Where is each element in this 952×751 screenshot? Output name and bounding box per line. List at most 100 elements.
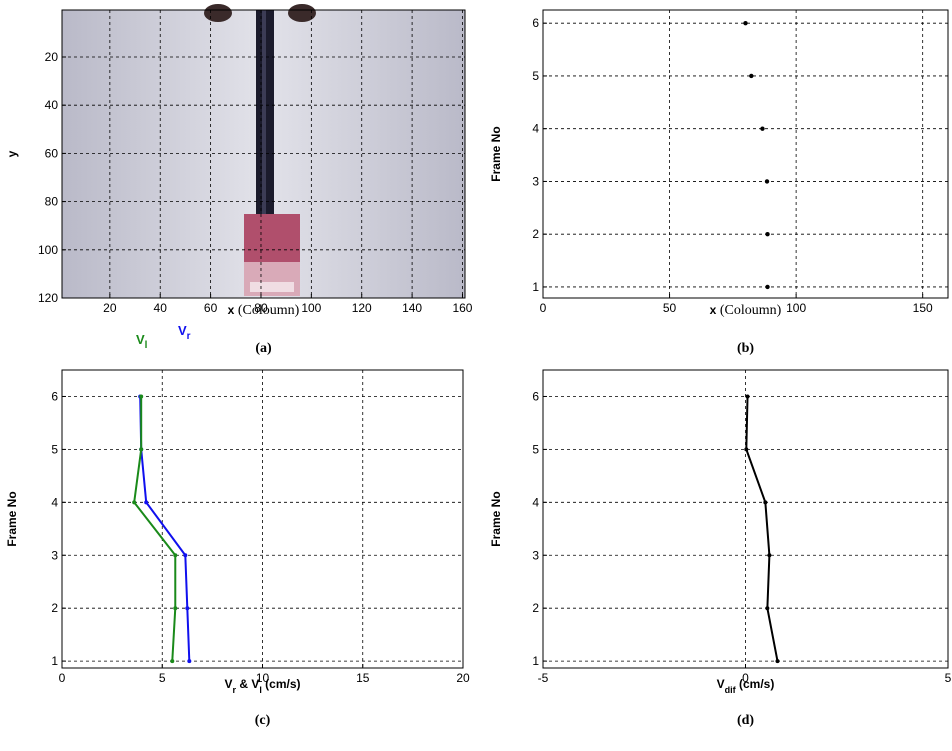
point bbox=[765, 284, 770, 290]
x-axis-label-part: (Coloumn) bbox=[716, 303, 781, 318]
marker bbox=[745, 394, 750, 399]
x-axis-label: x (Coloumn) bbox=[710, 303, 782, 318]
x-axis-label-part: V bbox=[717, 677, 725, 691]
x-tick-label: 5 bbox=[945, 671, 952, 685]
x-tick-label: 0 bbox=[540, 301, 547, 315]
x-tick-label: 160 bbox=[452, 301, 472, 315]
x-axis-label-part: r bbox=[232, 685, 236, 695]
y-tick-label: 1 bbox=[532, 654, 539, 668]
x-tick-label: 80 bbox=[254, 301, 268, 315]
y-tick-label: 5 bbox=[532, 69, 539, 83]
annotation: Vr bbox=[178, 323, 191, 342]
x-axis-label-part: (Coloumn) bbox=[234, 303, 299, 318]
annotation-sub: l bbox=[145, 340, 148, 351]
x-axis-label-part: (cm/s) bbox=[736, 677, 775, 691]
x-tick-label: 100 bbox=[786, 301, 806, 315]
x-tick-label: 10 bbox=[256, 671, 270, 685]
annotation-sub: r bbox=[187, 331, 191, 342]
y-tick-label: 4 bbox=[532, 495, 539, 509]
y-tick-label: 20 bbox=[45, 50, 59, 64]
y-tick-label: 40 bbox=[45, 98, 59, 112]
x-axis-label: Vr & Vl (cm/s) bbox=[224, 677, 300, 695]
y-tick-label: 120 bbox=[38, 291, 58, 305]
marker bbox=[132, 500, 137, 505]
plot-area bbox=[543, 10, 948, 298]
x-tick-label: 15 bbox=[356, 671, 370, 685]
y-tick-label: 3 bbox=[532, 174, 539, 188]
marker bbox=[187, 659, 192, 664]
y-axis-label: y bbox=[5, 150, 19, 157]
y-tick-label: 5 bbox=[51, 442, 58, 456]
y-axis-label: Frame No bbox=[489, 491, 503, 546]
y-tick-label: 1 bbox=[532, 280, 539, 294]
panel-caption: (c) bbox=[255, 713, 271, 728]
y-tick-label: 2 bbox=[51, 601, 58, 615]
point bbox=[743, 20, 748, 26]
marker bbox=[767, 553, 772, 558]
y-tick-label: 1 bbox=[51, 654, 58, 668]
marker bbox=[775, 659, 780, 664]
y-tick-label: 2 bbox=[532, 601, 539, 615]
marker bbox=[139, 447, 144, 452]
axes-frame bbox=[542, 369, 949, 669]
panel-caption: (d) bbox=[737, 713, 754, 728]
axes-frame bbox=[61, 9, 466, 299]
x-tick-label: 50 bbox=[663, 301, 677, 315]
y-axis-label: Frame No bbox=[489, 126, 503, 181]
x-tick-label: 0 bbox=[742, 671, 749, 685]
marker bbox=[185, 606, 190, 611]
marker bbox=[173, 606, 178, 611]
x-tick-label: -5 bbox=[538, 671, 549, 685]
x-tick-label: 140 bbox=[402, 301, 422, 315]
point bbox=[765, 231, 770, 237]
marker bbox=[765, 606, 770, 611]
axes-frame bbox=[542, 9, 949, 299]
marker bbox=[183, 553, 188, 558]
panel-caption: (a) bbox=[255, 341, 272, 356]
x-axis-label-part: V bbox=[224, 677, 232, 691]
axes-frame bbox=[61, 369, 464, 669]
x-tick-label: 40 bbox=[154, 301, 168, 315]
annotation: Vl bbox=[136, 332, 148, 351]
annotation-text: V bbox=[136, 332, 145, 347]
marker bbox=[170, 659, 175, 664]
x-tick-label: 5 bbox=[159, 671, 166, 685]
marker bbox=[139, 394, 144, 399]
y-tick-label: 4 bbox=[51, 495, 58, 509]
x-tick-label: 0 bbox=[59, 671, 66, 685]
y-tick-label: 60 bbox=[45, 146, 59, 160]
x-tick-label: 20 bbox=[103, 301, 117, 315]
panel-caption: (b) bbox=[737, 341, 754, 356]
x-axis-label-part: x bbox=[710, 303, 717, 317]
annotation-text: V bbox=[178, 323, 187, 338]
x-tick-label: 120 bbox=[352, 301, 372, 315]
x-axis-label: Vdif (cm/s) bbox=[717, 677, 775, 695]
x-axis-label-part: dif bbox=[725, 685, 737, 695]
x-axis-label-part: l bbox=[259, 685, 262, 695]
y-tick-label: 6 bbox=[532, 16, 539, 30]
y-tick-label: 6 bbox=[532, 389, 539, 403]
marker bbox=[763, 500, 768, 505]
point bbox=[760, 126, 765, 131]
x-tick-label: 20 bbox=[456, 671, 470, 685]
marker bbox=[173, 553, 178, 558]
y-tick-label: 100 bbox=[38, 243, 58, 257]
y-tick-label: 3 bbox=[532, 548, 539, 562]
x-axis-label-part: x bbox=[228, 303, 235, 317]
x-axis-label-part: & V bbox=[236, 677, 259, 691]
y-tick-label: 6 bbox=[51, 389, 58, 403]
photo bbox=[62, 4, 465, 298]
y-tick-label: 4 bbox=[532, 122, 539, 136]
y-tick-label: 2 bbox=[532, 227, 539, 241]
marker bbox=[144, 500, 149, 505]
x-axis-label-part: (cm/s) bbox=[262, 677, 301, 691]
marker bbox=[744, 447, 749, 452]
x-tick-label: 100 bbox=[301, 301, 321, 315]
point bbox=[749, 73, 754, 79]
line bbox=[745, 396, 779, 662]
x-axis-label: x (Coloumn) bbox=[228, 303, 300, 318]
y-tick-label: 5 bbox=[532, 442, 539, 456]
y-axis-label: Frame No bbox=[5, 491, 19, 546]
